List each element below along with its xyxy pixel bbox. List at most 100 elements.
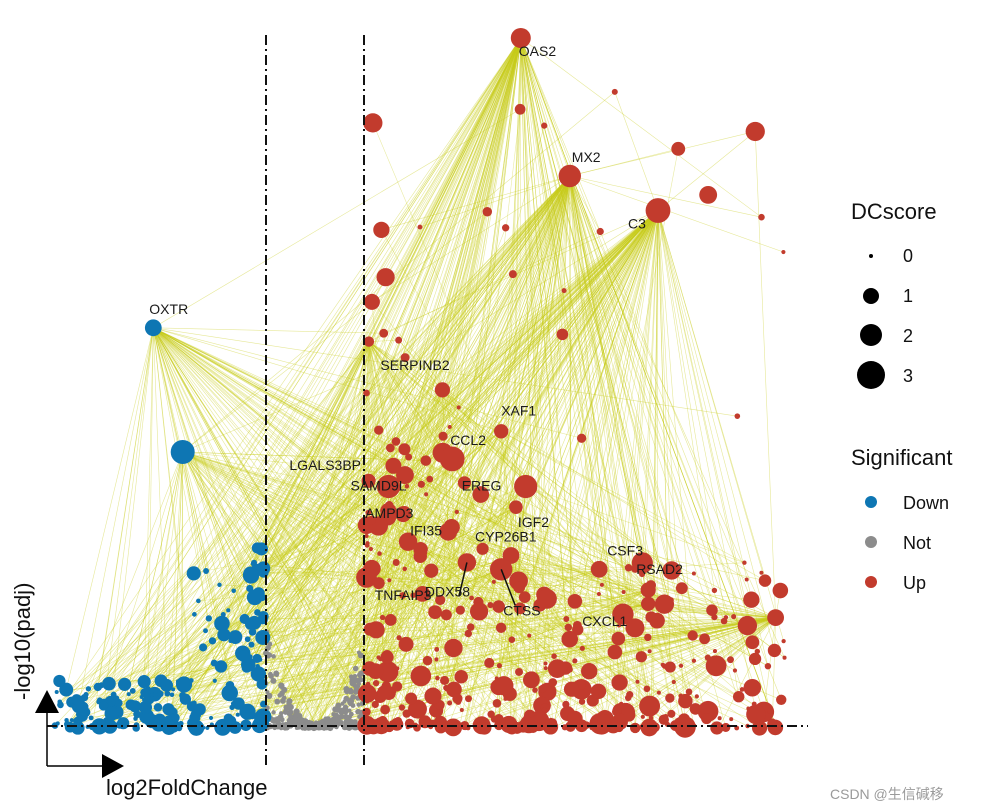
network-edge [153,327,422,485]
network-edge [520,37,670,603]
point-up [376,268,395,287]
point-up [732,691,745,703]
point-up [500,715,518,734]
network-edge [569,175,693,636]
network-edge [465,175,571,728]
network-edge [141,175,571,698]
network-edge [397,37,522,490]
network-edge [398,37,522,638]
network-edge [371,301,389,487]
network-edge [153,327,530,636]
point-up [776,694,787,705]
point-up [745,121,765,142]
network-edge [442,389,558,669]
network-edge [520,37,616,653]
network-edge [168,175,571,710]
point-down [83,692,89,698]
gene-label-ddx58: DDX58 [425,583,470,599]
point-not [299,719,304,725]
point-up [426,475,434,483]
point-up [656,690,661,695]
point-not [287,704,294,711]
network-edge [569,175,753,643]
network-edge [406,175,571,487]
network-edge [153,327,518,729]
network-edge [77,451,183,720]
network-edge [153,327,480,612]
point-up [447,424,452,430]
network-edge [501,569,752,601]
point-up [706,604,718,616]
point-up [644,633,652,642]
network-edge [442,389,672,571]
network-edge [308,210,659,724]
network-edge [647,589,690,692]
point-down [188,678,194,683]
network-edge [141,175,571,698]
point-down [175,724,183,732]
gene-labels: SERPINB2 XAF1 CCL2 LGALS3BP SAMD9L EREG IGF2 AM… [149,43,683,629]
point-up [492,600,505,613]
point-up [469,595,474,601]
point-up [367,663,384,680]
point-up [413,542,428,557]
network-edge [153,327,347,722]
point-down [208,715,214,720]
point-up [395,666,400,671]
network-edge [177,37,522,682]
network-edge [465,617,776,729]
point-up [751,720,768,736]
network-edge [378,210,659,584]
network-edge [182,451,578,630]
network-edge [154,431,502,695]
network-edge [182,451,782,701]
network-edge [317,389,443,728]
network-edge [137,617,776,715]
point-down [203,628,208,634]
point-up [381,649,393,661]
network-edge [262,175,571,638]
point-lgals3bp [385,457,402,474]
network-edge [391,37,522,723]
point-up [667,709,676,718]
network-edge [520,37,567,620]
network-edge [180,37,522,724]
network-edge [466,562,571,670]
point-down [246,589,263,606]
network-edge [503,210,659,686]
network-edge [290,210,659,727]
network-edge [249,37,522,589]
network-edge [168,210,659,728]
point-up [691,571,696,576]
network-edge [522,210,659,727]
point-up [464,629,473,638]
network-edge [153,327,502,432]
point-up [597,714,611,728]
point-up [466,623,475,631]
network-edge [290,486,526,708]
network-edge [258,486,526,595]
point-up [496,663,503,669]
network-edge [141,210,659,698]
point-down [228,638,233,643]
point-down [208,637,217,645]
network-edge [501,564,776,618]
network-edge [252,175,571,664]
network-edge [159,210,659,720]
point-down [250,666,267,682]
point-up [438,431,448,441]
network-edge [315,210,659,726]
point-up [372,679,380,687]
network-edge [111,210,659,714]
point-up [754,648,761,655]
point-up [443,684,449,691]
network-edge [153,327,437,711]
network-edge [261,210,659,685]
network-edge [498,617,776,688]
network-edge [496,175,571,679]
network-edge [285,37,522,711]
y-axis-arrowhead [35,690,59,713]
network-edge [153,327,239,715]
network-edge [569,175,686,728]
network-edge [182,451,254,564]
